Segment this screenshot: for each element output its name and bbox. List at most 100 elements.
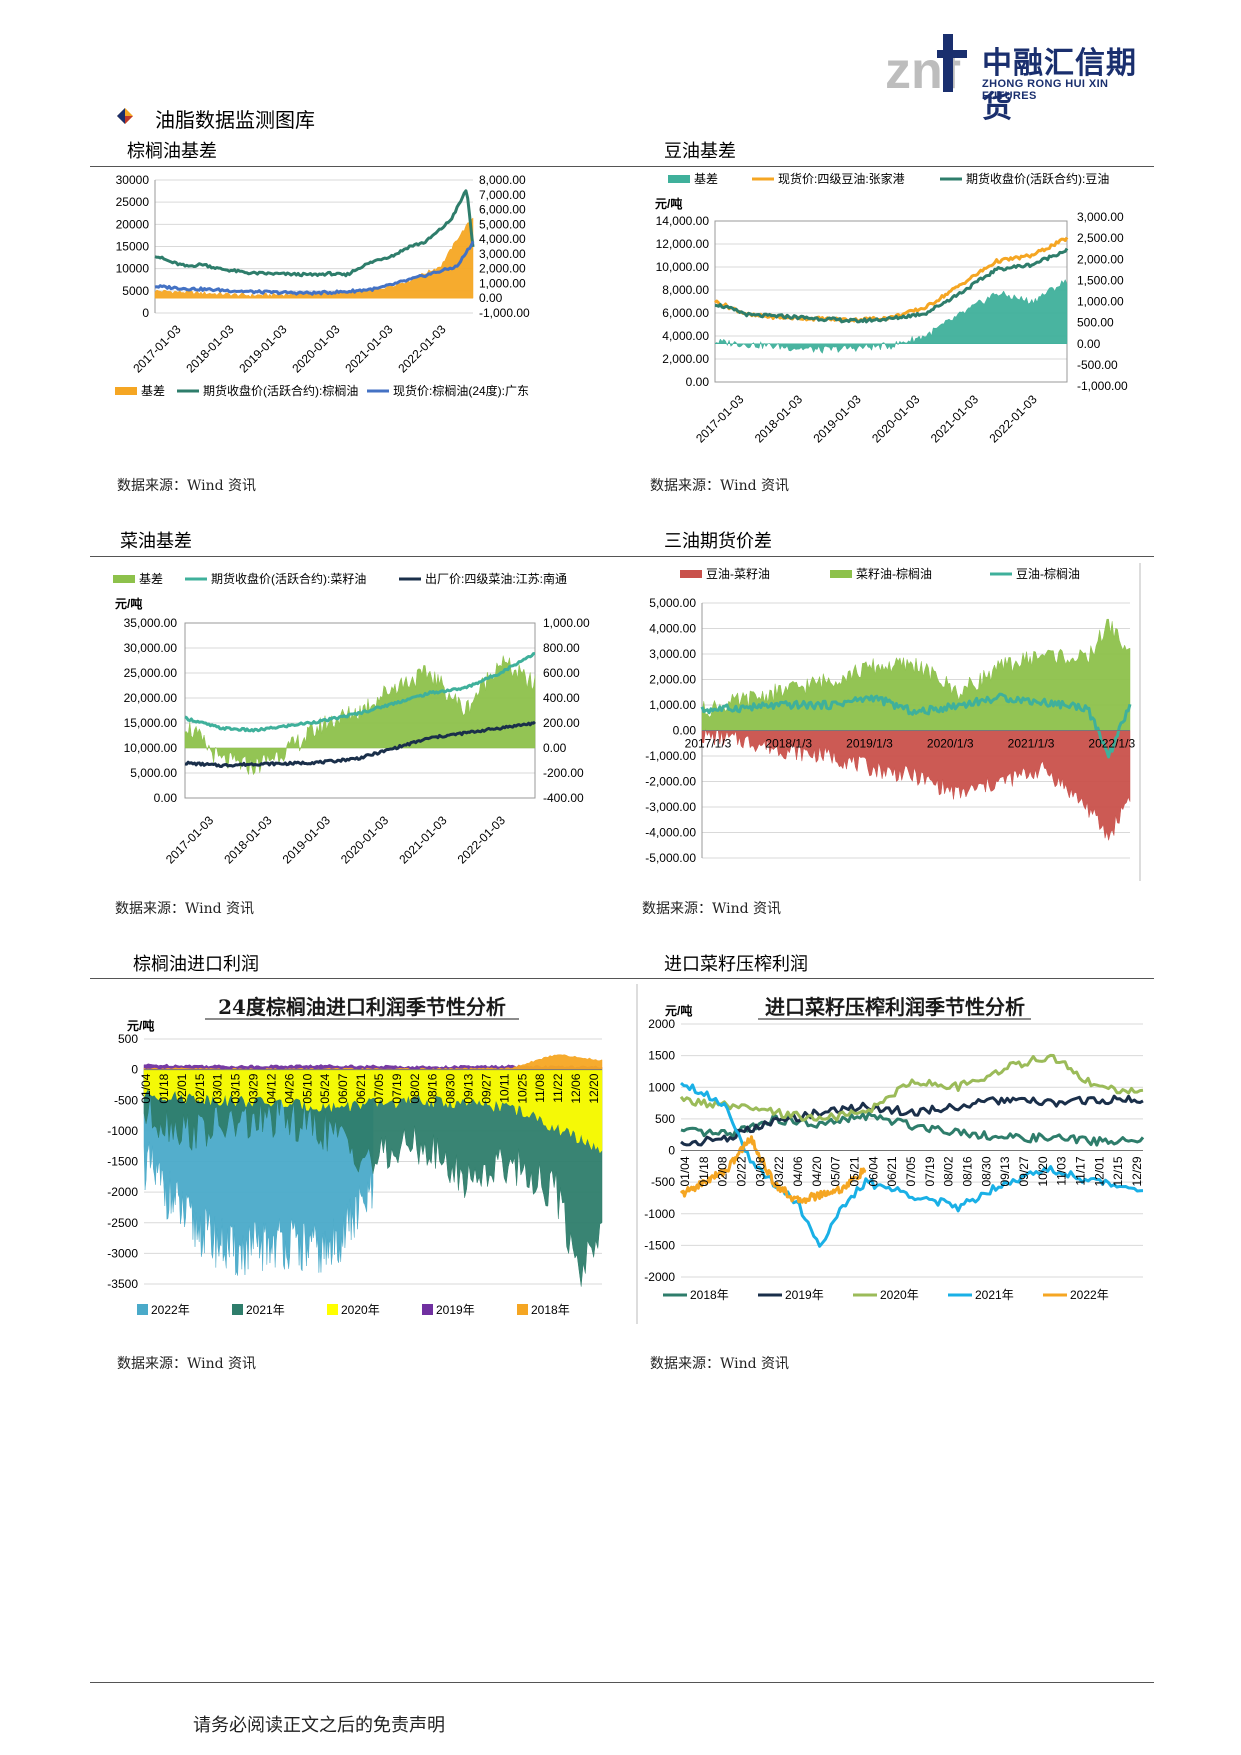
legend-label: 基差 bbox=[139, 572, 163, 586]
legend-label: 期货收盘价(活跃合约):菜籽油 bbox=[211, 571, 366, 586]
unit-label: 元/吨 bbox=[655, 196, 682, 211]
y-right-tick-label: 2,000.00 bbox=[479, 262, 526, 276]
x-tick-label: 07/05 bbox=[372, 1073, 386, 1103]
y-right-tick-label: -400.00 bbox=[543, 791, 584, 805]
y-tick-label: 0 bbox=[142, 306, 149, 320]
x-tick-label: 04/20 bbox=[810, 1156, 824, 1186]
x-tick-label: 2019/1/3 bbox=[846, 737, 893, 751]
x-tick-label: 03/08 bbox=[753, 1156, 767, 1186]
series-line bbox=[714, 247, 1069, 324]
x-tick-label: 11/03 bbox=[1055, 1156, 1069, 1185]
legend-swatch bbox=[115, 387, 137, 395]
series-line bbox=[184, 720, 536, 768]
chart-title: 进口菜籽压榨利润季节性分析 bbox=[765, 995, 1025, 1019]
y-tick-label: -2000 bbox=[644, 1270, 675, 1284]
x-tick-label: 09/13 bbox=[998, 1156, 1012, 1186]
y-tick-label: 1,000.00 bbox=[649, 698, 696, 712]
x-tick-label: 2017-01-03 bbox=[163, 813, 217, 867]
x-tick-label: 06/07 bbox=[336, 1073, 350, 1103]
y-tick-label: 5,000.00 bbox=[649, 596, 696, 610]
series-area bbox=[143, 1054, 603, 1071]
y-tick-label: 0.00 bbox=[673, 724, 697, 738]
series-line bbox=[679, 1053, 1144, 1122]
legend-label: 2019年 bbox=[436, 1303, 475, 1317]
y-tick-label: -5,000.00 bbox=[645, 851, 696, 865]
y-right-tick-label: 400.00 bbox=[543, 691, 580, 705]
series-line bbox=[680, 1081, 1144, 1248]
x-tick-label: 10/25 bbox=[515, 1073, 529, 1103]
legend-label: 期货收盘价(活跃合约):棕榈油 bbox=[203, 383, 358, 398]
series-line bbox=[700, 692, 1132, 759]
legend-label: 基差 bbox=[141, 384, 165, 398]
y-right-tick-label: -200.00 bbox=[543, 766, 584, 780]
legend-label: 2022年 bbox=[1070, 1288, 1109, 1302]
legend-swatch bbox=[232, 1304, 243, 1315]
x-tick-label: 02/22 bbox=[735, 1156, 749, 1186]
y-tick-label: 15,000.00 bbox=[124, 716, 178, 730]
legend-swatch bbox=[422, 1304, 433, 1315]
y-right-tick-label: 3,000.00 bbox=[479, 247, 526, 261]
footer-divider bbox=[90, 1682, 1154, 1683]
legend-label: 出厂价:四级菜油:江苏:南通 bbox=[425, 571, 567, 586]
y-tick-label: 14,000.00 bbox=[656, 214, 710, 228]
legend-label: 2021年 bbox=[975, 1288, 1014, 1302]
data-source: 数据来源：Wind 资讯 bbox=[117, 1356, 257, 1372]
y-tick-label: 10,000.00 bbox=[656, 260, 710, 274]
x-tick-label: 05/21 bbox=[848, 1156, 862, 1186]
three-oil-spread-chart: 豆油-菜籽油 菜籽油-棕榈油 豆油-棕榈油 5,000.00 4,000.00 3,000… bbox=[645, 563, 1141, 881]
series-line bbox=[184, 652, 536, 733]
y-tick-label: -2000 bbox=[107, 1185, 138, 1199]
x-tick-label: 05/07 bbox=[829, 1156, 843, 1186]
x-tick-label: 03/01 bbox=[211, 1073, 225, 1103]
y-right-tick-label: 5,000.00 bbox=[479, 217, 526, 231]
y-right-tick-label: 800.00 bbox=[543, 641, 580, 655]
y-tick-label: 3,000.00 bbox=[649, 647, 696, 661]
y-tick-label: 500 bbox=[655, 1112, 675, 1126]
legend-label: 现货价:棕榈油(24度):广东 bbox=[393, 383, 529, 398]
x-tick-label: 2017-01-03 bbox=[130, 322, 184, 376]
series-area bbox=[701, 728, 1131, 841]
legend-label: 2020年 bbox=[341, 1303, 380, 1317]
x-tick-label: 2017-01-03 bbox=[693, 392, 747, 446]
y-right-tick-label: 0.00 bbox=[1077, 337, 1101, 351]
legend-swatch bbox=[113, 575, 135, 583]
x-tick-label: 08/02 bbox=[408, 1073, 422, 1103]
znf-logo-mark: znf bbox=[885, 34, 967, 100]
series-line bbox=[714, 236, 1069, 323]
soy-basis-chart: 基差 现货价:四级豆油:张家港 期货收盘价(活跃合约):豆油元/吨 14,000.00… bbox=[655, 171, 1128, 446]
y-tick-label: -2,000.00 bbox=[645, 775, 696, 789]
x-tick-label: 09/13 bbox=[462, 1073, 476, 1103]
x-tick-label: 2021-01-03 bbox=[342, 322, 396, 376]
series-line bbox=[679, 1135, 867, 1205]
footer-disclaimer: 请务必阅读正文之后的免责声明 bbox=[193, 1715, 445, 1736]
data-source: 数据来源：Wind 资讯 bbox=[642, 901, 782, 917]
y-tick-label: 500 bbox=[118, 1032, 138, 1046]
y-right-tick-label: 1,000.00 bbox=[543, 616, 590, 630]
y-tick-label: -1500 bbox=[644, 1238, 675, 1252]
x-tick-label: 02/15 bbox=[193, 1073, 207, 1103]
y-tick-label: 5000 bbox=[122, 284, 149, 298]
y-tick-label: -500 bbox=[114, 1093, 138, 1107]
series-line bbox=[680, 1094, 1144, 1147]
y-tick-label: 5,000.00 bbox=[130, 766, 177, 780]
legend-label: 豆油-菜籽油 bbox=[706, 567, 770, 581]
y-right-tick-label: 1,000.00 bbox=[1077, 295, 1124, 309]
y-right-tick-label: 2,000.00 bbox=[1077, 252, 1124, 266]
x-tick-label: 2019-01-03 bbox=[280, 813, 334, 867]
divider bbox=[90, 556, 1154, 557]
x-tick-label: 02/08 bbox=[716, 1156, 730, 1186]
legend-swatch bbox=[830, 570, 852, 578]
y-right-tick-label: 0.00 bbox=[543, 741, 567, 755]
y-tick-label: -3500 bbox=[107, 1277, 138, 1291]
legend-label: 2020年 bbox=[880, 1288, 919, 1302]
x-tick-label: 2020-01-03 bbox=[338, 813, 392, 867]
y-tick-label: 2000 bbox=[648, 1017, 675, 1031]
x-tick-label: 2021-01-03 bbox=[928, 392, 982, 446]
x-tick-label: 03/29 bbox=[247, 1073, 261, 1103]
y-right-tick-label: -1,000.00 bbox=[479, 306, 530, 320]
x-tick-label: 03/22 bbox=[772, 1156, 786, 1186]
y-tick-label: 2,000.00 bbox=[649, 673, 696, 687]
x-tick-label: 01/04 bbox=[139, 1073, 153, 1103]
y-tick-label: 2,000.00 bbox=[662, 352, 709, 366]
